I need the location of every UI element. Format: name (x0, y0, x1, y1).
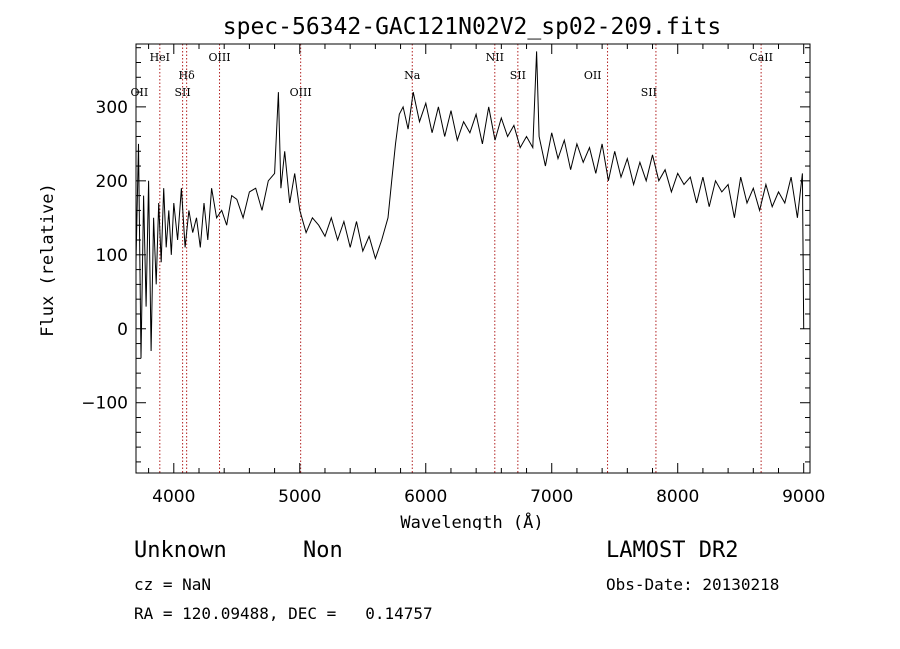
annotation-label: SII (174, 86, 190, 99)
x-tick-label: 8000 (656, 487, 699, 507)
ra-dec-coordinates: RA = 120.09488, DEC = 0.14757 (134, 604, 433, 623)
y-tick-labels: −100 0 100 200 300 (81, 98, 128, 414)
annotation-label: SII (641, 86, 657, 99)
annotation-label: Na (404, 69, 421, 82)
annotation-lines (159, 44, 762, 473)
y-axis-label: Flux (relative) (38, 183, 58, 337)
spectrum-chart: spec-56342-GAC121N02V2_sp02-209.fits OII… (38, 14, 825, 530)
spectral-class: Unknown (134, 538, 227, 563)
observation-date: Obs-Date: 20130218 (606, 575, 780, 594)
x-axis-label: Wavelength (Å) (400, 511, 543, 530)
spectrum-line (135, 51, 805, 359)
x-tick-label: 5000 (278, 487, 321, 507)
y-tick-label: −100 (81, 394, 128, 414)
y-tick-label: 300 (96, 98, 128, 118)
redshift-cz: cz = NaN (134, 575, 212, 594)
y-tick-label: 200 (96, 172, 128, 192)
annotation-label: OII (584, 69, 602, 82)
x-tick-label: 6000 (404, 487, 447, 507)
x-tick-label: 9000 (782, 487, 825, 507)
annotation-label: SII (510, 69, 526, 82)
y-tick-label: 100 (96, 246, 128, 266)
spectral-subclass: Non (303, 538, 343, 563)
annotation-label: NII (486, 51, 504, 64)
annotation-label: HeI (150, 51, 170, 64)
annotation-label: CaII (749, 51, 773, 64)
plot-frame (135, 43, 811, 474)
annotation-label: OIII (208, 51, 230, 64)
x-tick-labels: 4000 5000 6000 7000 8000 9000 (152, 487, 825, 507)
x-tick-label: 4000 (152, 487, 195, 507)
axis-ticks (136, 44, 810, 473)
annotation-label: OIII (290, 86, 312, 99)
x-tick-label: 7000 (530, 487, 573, 507)
annotation-label: Hδ (179, 69, 196, 82)
y-tick-label: 0 (117, 320, 128, 340)
survey-name: LAMOST DR2 (606, 538, 739, 563)
chart-title: spec-56342-GAC121N02V2_sp02-209.fits (223, 14, 722, 40)
